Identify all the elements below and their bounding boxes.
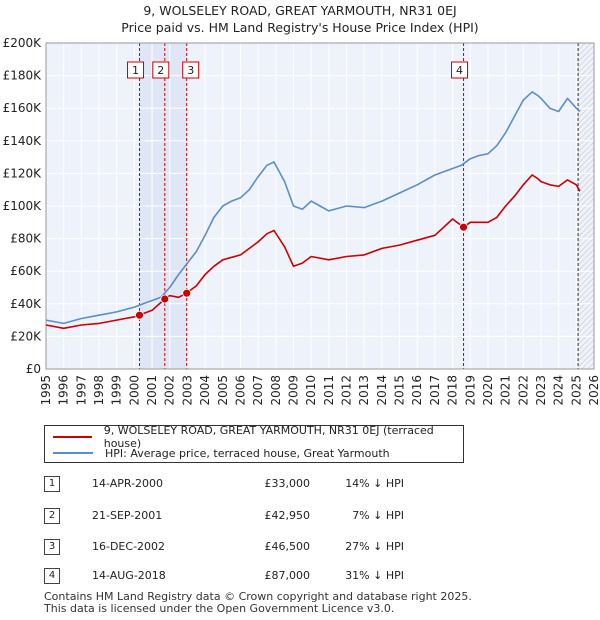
row-price: £42,950 <box>264 509 311 522</box>
row-hpi: 14% ↓ HPI <box>345 477 404 490</box>
y-tick-label: £0 <box>26 362 41 376</box>
x-tick-label: 2000 <box>127 375 141 406</box>
plot-frame <box>45 42 595 370</box>
legend-swatch-blue <box>53 452 93 454</box>
table-row: 4 14-AUG-2018 £87,000 31% ↓ HPI <box>44 568 564 586</box>
row-number-badge: 1 <box>44 476 60 492</box>
x-tick-label: 2020 <box>481 375 495 406</box>
row-date: 14-AUG-2018 <box>92 569 166 582</box>
x-tick-label: 2023 <box>534 375 548 406</box>
x-tick-label: 1999 <box>110 375 124 406</box>
annotation-label: 1 <box>132 64 139 77</box>
series-line-property <box>45 174 581 330</box>
annotation-label: 2 <box>157 64 164 77</box>
transaction-point <box>182 288 192 298</box>
chart-title: 9, WOLSELEY ROAD, GREAT YARMOUTH, NR31 0… <box>143 3 457 18</box>
transaction-point <box>459 222 468 232</box>
x-tick-label: 2025 <box>569 375 583 406</box>
row-date: 21-SEP-2001 <box>92 509 163 522</box>
y-tick-label: £180K <box>3 69 43 83</box>
x-tick-label: 2018 <box>446 375 460 406</box>
x-tick-label: 2012 <box>340 375 354 406</box>
y-tick-label: £20K <box>10 329 42 343</box>
transaction-point <box>160 294 170 304</box>
row-hpi: 27% ↓ HPI <box>345 540 404 553</box>
x-tick-label: 2014 <box>375 375 389 406</box>
annotation-label: 3 <box>187 64 194 77</box>
x-tick-label: 2024 <box>552 375 566 406</box>
x-tick-label: 2005 <box>216 375 230 406</box>
chart-subtitle: Price paid vs. HM Land Registry's House … <box>121 20 479 35</box>
legend-swatch-red <box>53 436 92 438</box>
annotation-box <box>451 61 469 79</box>
x-tick-label: 2010 <box>304 375 318 406</box>
legend-item-property: 9, WOLSELEY ROAD, GREAT YARMOUTH, NR31 0… <box>53 424 463 450</box>
annotation-label: 4 <box>456 64 463 77</box>
x-tick-label: 2015 <box>393 375 407 406</box>
x-tick-label: 2004 <box>198 375 212 406</box>
footer-licence: This data is licensed under the Open Gov… <box>44 602 395 615</box>
x-tick-label: 2006 <box>233 375 247 406</box>
x-tick-label: 2016 <box>410 375 424 406</box>
x-tick-label: 1998 <box>92 375 106 406</box>
x-tick-label: 2021 <box>499 375 513 406</box>
y-tick-label: £160K <box>3 101 43 115</box>
x-tick-label: 2007 <box>251 375 265 406</box>
row-number-badge: 3 <box>44 539 60 555</box>
y-tick-label: £40K <box>10 297 42 311</box>
x-tick-label: 2017 <box>428 375 442 406</box>
legend-item-hpi: HPI: Average price, terraced house, Grea… <box>53 445 390 461</box>
row-date: 14-APR-2000 <box>92 477 164 490</box>
x-tick-label: 1997 <box>74 375 88 406</box>
y-tick-label: £80K <box>10 232 42 246</box>
legend: 9, WOLSELEY ROAD, GREAT YARMOUTH, NR31 0… <box>44 424 464 463</box>
series-line-hpi <box>45 91 581 325</box>
x-tick-label: 2008 <box>269 375 283 406</box>
table-row: 3 16-DEC-2002 £46,500 27% ↓ HPI <box>44 539 564 557</box>
row-price: £46,500 <box>264 540 311 553</box>
x-tick-label: 2022 <box>516 375 530 406</box>
y-tick-label: £100K <box>3 199 43 213</box>
row-date: 16-DEC-2002 <box>92 540 166 553</box>
row-price: £87,000 <box>264 569 311 582</box>
y-tick-label: £200K <box>3 36 43 50</box>
annotation-box <box>182 61 200 79</box>
price-chart: £0 £20K £40K £60K £80K £100K £120K £140K £160K £1… <box>3 36 600 406</box>
row-number-badge: 2 <box>44 508 60 524</box>
legend-label-property: 9, WOLSELEY ROAD, GREAT YARMOUTH, NR31 0… <box>103 424 434 450</box>
x-tick-label: 1996 <box>57 375 71 406</box>
transaction-point <box>135 310 144 320</box>
x-tick-label: 2019 <box>463 375 477 406</box>
y-tick-label: £140K <box>3 134 43 148</box>
x-tick-label: 2001 <box>145 375 159 406</box>
y-tick-label: £60K <box>10 264 42 278</box>
x-tick-label: 1995 <box>39 375 53 406</box>
x-tick-label: 2009 <box>286 375 300 406</box>
x-tick-label: 2003 <box>180 375 194 406</box>
x-tick-label: 2011 <box>322 375 336 406</box>
row-hpi: 7% ↓ HPI <box>352 509 404 522</box>
annotation-box <box>152 61 170 79</box>
annotation-box <box>127 61 145 79</box>
x-tick-label: 2002 <box>163 375 177 406</box>
footer-copyright: Contains HM Land Registry data © Crown c… <box>44 590 472 603</box>
table-row: 2 21-SEP-2001 £42,950 7% ↓ HPI <box>44 508 564 526</box>
row-number-badge: 4 <box>44 568 60 584</box>
row-price: £33,000 <box>264 477 311 490</box>
legend-label-hpi: HPI: Average price, terraced house, Grea… <box>105 446 390 460</box>
x-tick-label: 2013 <box>357 375 371 406</box>
table-row: 1 14-APR-2000 £33,000 14% ↓ HPI <box>44 476 564 494</box>
x-tick-label: 2026 <box>587 375 600 406</box>
row-hpi: 31% ↓ HPI <box>345 569 404 582</box>
y-tick-label: £120K <box>3 166 43 180</box>
